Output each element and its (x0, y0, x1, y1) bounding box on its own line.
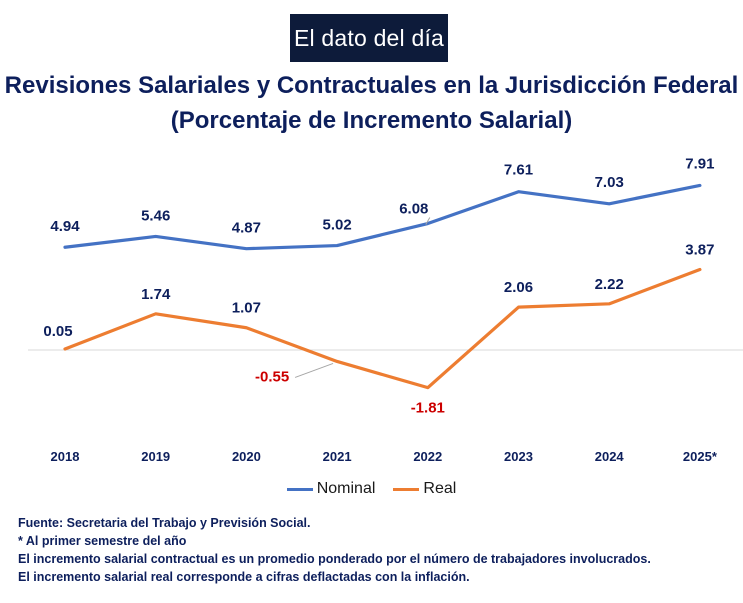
footnotes: Fuente: Secretaria del Trabajo y Previsi… (18, 514, 651, 586)
data-label-nominal-2023: 7.61 (504, 162, 533, 179)
data-label-real-2022: -1.81 (411, 400, 445, 417)
data-label-real-2025: 3.87 (685, 242, 714, 259)
x-tick-label-2022: 2022 (413, 449, 442, 464)
data-label-nominal-2021: 5.02 (322, 217, 351, 234)
data-label-nominal-2024: 7.03 (595, 174, 624, 191)
x-tick-label-2023: 2023 (504, 449, 533, 464)
leader-line-nominal-2022 (425, 217, 431, 225)
data-label-nominal-2020: 4.87 (232, 220, 261, 237)
data-label-real-2019: 1.74 (141, 286, 171, 303)
x-tick-label-2025: 2025* (683, 449, 718, 464)
note-contractual: El incremento salarial contractual es un… (18, 552, 651, 566)
note-real: El incremento salarial real corresponde … (18, 570, 470, 584)
legend-label-nominal: Nominal (316, 480, 376, 497)
x-tick-label-2024: 2024 (595, 449, 625, 464)
x-tick-label-2019: 2019 (141, 449, 170, 464)
data-label-real-2021: -0.55 (255, 368, 289, 385)
data-label-real-2023: 2.06 (504, 279, 533, 296)
data-label-nominal-2025: 7.91 (685, 155, 714, 172)
legend-swatch-nominal (286, 487, 313, 491)
chart-title: Revisiones Salariales y Contractuales en… (4, 72, 739, 99)
legend-item-nominal: Nominal (286, 480, 376, 498)
x-tick-label-2020: 2020 (232, 449, 261, 464)
data-label-real-2020: 1.07 (232, 300, 261, 317)
x-tick-label-2018: 2018 (51, 449, 80, 464)
data-label-real-2018: 0.05 (43, 323, 72, 340)
leader-line-real-2021 (294, 362, 334, 378)
legend: Nominal Real (0, 480, 743, 498)
data-label-nominal-2018: 4.94 (50, 218, 80, 235)
x-tick-label-2021: 2021 (323, 449, 352, 464)
series-line-nominal (63, 183, 702, 251)
note-semester: * Al primer semestre del año (18, 534, 187, 548)
badge-el-dato-del-dia: El dato del día (290, 14, 448, 62)
data-label-real-2024: 2.22 (595, 276, 624, 293)
chart-subtitle: (Porcentaje de Incremento Salarial) (170, 107, 573, 134)
legend-item-real: Real (393, 480, 456, 498)
legend-swatch-real (393, 487, 420, 491)
legend-label-real: Real (423, 480, 457, 497)
data-label-nominal-2022: 6.08 (399, 201, 428, 218)
data-label-nominal-2019: 5.46 (141, 207, 170, 224)
series-line-real (63, 267, 702, 390)
line-chart: 2018 2019 2020 2021 2022 2023 2024 2025* 4.94 5.4… (28, 155, 743, 464)
note-source: Fuente: Secretaria del Trabajo y Previsi… (18, 516, 311, 530)
